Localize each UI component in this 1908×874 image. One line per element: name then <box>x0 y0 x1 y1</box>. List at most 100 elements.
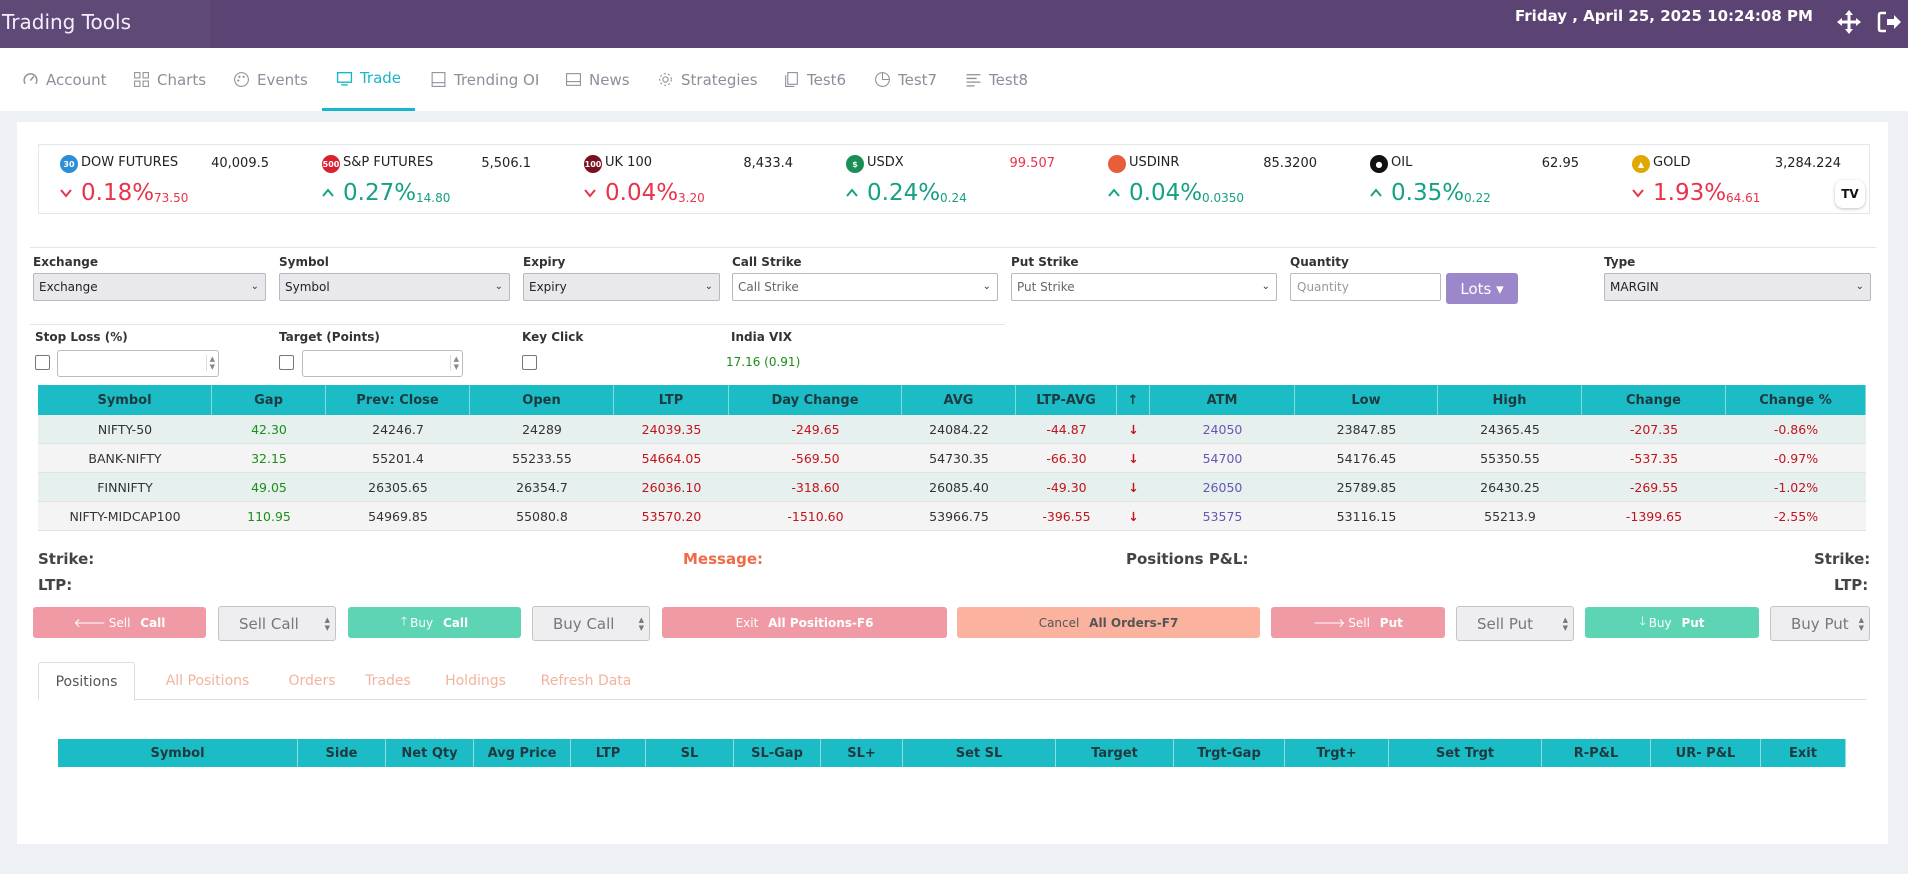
exit-all-positions-button[interactable]: Exit All Positions-F6 <box>662 607 947 638</box>
tab-test6[interactable]: Test6 <box>783 48 846 111</box>
ticker-item[interactable]: ● OIL 62.95 0.35% 0.22 <box>1369 145 1579 215</box>
buy-put-qty-stepper[interactable]: Buy Put ▲ ▼ <box>1770 606 1870 641</box>
tab-test7[interactable]: Test7 <box>874 48 937 111</box>
tab-positions[interactable]: Positions <box>38 662 135 701</box>
sell-put-button[interactable]: 🡒 Sell Put <box>1271 607 1445 638</box>
column-header[interactable]: Trgt+ <box>1285 739 1389 767</box>
column-header[interactable]: Set SL <box>903 739 1056 767</box>
type-select[interactable]: MARGIN ⌄ <box>1604 273 1871 301</box>
ticker-item[interactable]: $ USDX 99.507 0.24% 0.24 <box>845 145 1055 215</box>
sell-call-button[interactable]: 🡐 Sell Call <box>33 607 206 638</box>
table-row[interactable]: FINNIFTY 49.05 26305.65 26354.7 26036.10 -318… <box>38 473 1866 502</box>
table-row[interactable]: NIFTY-50 42.30 24246.7 24289 24039.35 -249.65… <box>38 415 1866 444</box>
column-header[interactable]: Net Qty <box>386 739 474 767</box>
logout-icon[interactable] <box>1875 8 1903 36</box>
cancel-all-orders-button[interactable]: Cancel All Orders-F7 <box>957 607 1260 638</box>
lots-dropdown-button[interactable]: Lots ▾ <box>1446 273 1518 304</box>
spinner-icon[interactable]: ▲ ▼ <box>1858 616 1864 632</box>
spinner-icon[interactable]: ▲ ▼ <box>205 355 215 371</box>
column-header[interactable]: Prev: Close <box>326 385 470 415</box>
buy-call-button[interactable]: 🡑 Buy Call <box>348 607 521 638</box>
tradingview-logo[interactable]: TV <box>1835 180 1865 208</box>
tab-account[interactable]: Account <box>22 48 107 111</box>
buy-call-qty-stepper[interactable]: Buy Call ▲ ▼ <box>532 606 650 641</box>
tab-trade[interactable]: Trade <box>322 48 415 111</box>
tab-strategies[interactable]: Strategies <box>657 48 758 111</box>
sell-put-qty-stepper[interactable]: Sell Put ▲ ▼ <box>1456 606 1574 641</box>
ticker-percent: 0.24% <box>867 180 941 206</box>
column-header[interactable]: Exit <box>1761 739 1846 767</box>
exchange-select[interactable]: Exchange ⌄ <box>33 273 266 301</box>
symbol-select[interactable]: Symbol ⌄ <box>279 273 510 301</box>
expiry-select[interactable]: Expiry ⌄ <box>523 273 720 301</box>
spinner-icon[interactable]: ▲ ▼ <box>324 616 330 632</box>
column-header[interactable]: Change <box>1582 385 1726 415</box>
tab-label: Strategies <box>681 70 758 89</box>
ticker-item[interactable]: ▲ GOLD 3,284.224 1.93% 64.61 <box>1631 145 1841 215</box>
tab-test8[interactable]: Test8 <box>965 48 1028 111</box>
spinner-icon[interactable]: ▲ ▼ <box>449 355 459 371</box>
table-cell: -0.86% <box>1773 422 1819 437</box>
sell-call-pre: Sell <box>108 615 131 630</box>
tab-refresh-data[interactable]: Refresh Data <box>540 673 632 689</box>
column-header[interactable]: LTP <box>614 385 729 415</box>
tab-trending-oi[interactable]: Trending OI <box>430 48 539 111</box>
column-header[interactable]: Low <box>1295 385 1438 415</box>
column-header[interactable]: Open <box>470 385 614 415</box>
ticker-item[interactable]: 30 DOW FUTURES 40,009.5 0.18% 73.50 <box>59 145 269 215</box>
ticker-item[interactable]: 100 UK 100 8,433.4 0.04% 3.20 <box>583 145 793 215</box>
column-header[interactable]: ATM <box>1150 385 1295 415</box>
column-header[interactable]: Day Change <box>729 385 902 415</box>
column-header[interactable]: SL-Gap <box>734 739 821 767</box>
sort-arrow-up-icon[interactable]: ↑ <box>1117 385 1150 415</box>
column-header[interactable]: SL+ <box>821 739 903 767</box>
column-header[interactable]: Trgt-Gap <box>1174 739 1285 767</box>
column-header[interactable]: Set Trgt <box>1389 739 1542 767</box>
tab-news[interactable]: News <box>565 48 630 111</box>
spinner-icon[interactable]: ▲ ▼ <box>638 616 644 632</box>
column-header[interactable]: High <box>1438 385 1582 415</box>
ticker-item[interactable]: 500 S&P FUTURES 5,506.1 0.27% 14.80 <box>321 145 531 215</box>
ticker-item[interactable]: USDINR 85.3200 0.04% 0.0350 <box>1107 145 1317 215</box>
put-strike-select[interactable]: Put Strike ⌄ <box>1011 273 1277 301</box>
stop-loss-checkbox[interactable] <box>35 355 50 370</box>
quantity-input[interactable]: Quantity <box>1290 273 1441 301</box>
table-cell: 55201.4 <box>372 451 424 466</box>
table-cell: 26305.65 <box>368 480 428 495</box>
table-cell: 54969.85 <box>368 509 428 524</box>
tab-events[interactable]: Events <box>233 48 308 111</box>
stop-loss-input[interactable]: ▲ ▼ <box>57 350 219 377</box>
column-header[interactable]: LTP <box>571 739 646 767</box>
column-header[interactable]: Target <box>1056 739 1174 767</box>
tab-charts[interactable]: Charts <box>133 48 206 111</box>
table-cell: 24039.35 <box>641 422 702 437</box>
column-header[interactable]: Symbol <box>38 385 212 415</box>
column-header[interactable]: Gap <box>212 385 326 415</box>
call-strike-select[interactable]: Call Strike ⌄ <box>732 273 998 301</box>
ticker-price: 3,284.224 <box>1774 156 1841 171</box>
column-header[interactable]: R-P&L <box>1542 739 1651 767</box>
column-header[interactable]: Side <box>298 739 386 767</box>
target-checkbox[interactable] <box>279 355 294 370</box>
table-row[interactable]: NIFTY-MIDCAP100 110.95 54969.85 55080.8 5357… <box>38 502 1866 531</box>
column-header[interactable]: LTP-AVG <box>1016 385 1117 415</box>
tab-label: Charts <box>157 70 207 89</box>
tab-trades[interactable]: Trades <box>365 673 411 689</box>
column-header[interactable]: Change % <box>1726 385 1866 415</box>
column-header[interactable]: SL <box>646 739 734 767</box>
tab-orders[interactable]: Orders <box>288 673 336 689</box>
move-icon[interactable] <box>1835 8 1863 36</box>
target-input[interactable]: ▲ ▼ <box>302 350 463 377</box>
tab-all-positions[interactable]: All Positions <box>165 673 250 689</box>
key-click-checkbox[interactable] <box>522 355 537 370</box>
table-row[interactable]: BANK-NIFTY 32.15 55201.4 55233.55 54664.05 -5… <box>38 444 1866 473</box>
table-cell: 26085.40 <box>929 480 989 495</box>
column-header[interactable]: Avg Price <box>474 739 571 767</box>
buy-put-button[interactable]: 🡓 Buy Put <box>1585 607 1759 638</box>
sell-call-qty-stepper[interactable]: Sell Call ▲ ▼ <box>218 606 336 641</box>
column-header[interactable]: AVG <box>902 385 1016 415</box>
column-header[interactable]: Symbol <box>58 739 298 767</box>
tab-holdings[interactable]: Holdings <box>445 673 506 689</box>
spinner-icon[interactable]: ▲ ▼ <box>1562 616 1568 632</box>
column-header[interactable]: UR- P&L <box>1651 739 1761 767</box>
